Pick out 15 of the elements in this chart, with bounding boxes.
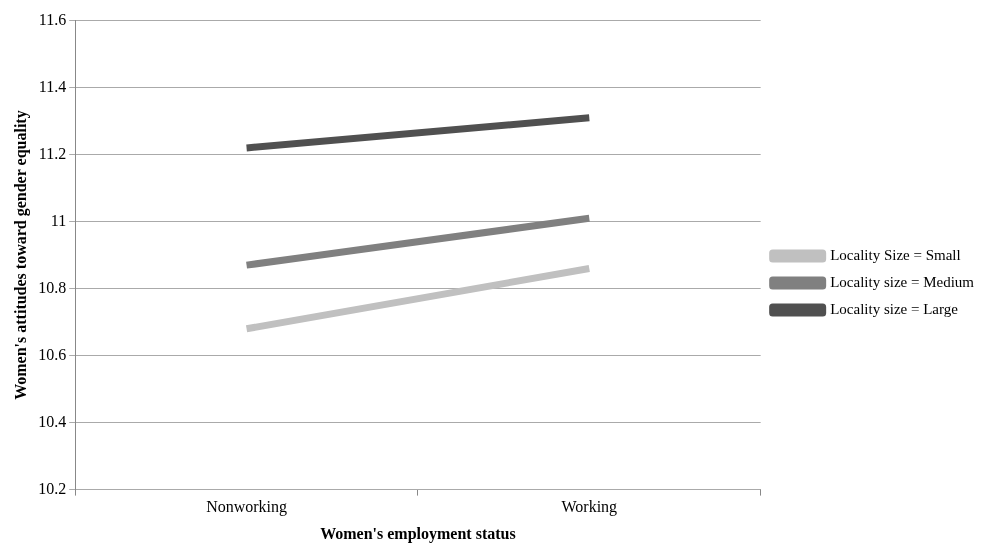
x-tick-label: Working bbox=[561, 498, 618, 517]
x-axis-title: Women's employment status bbox=[320, 524, 516, 543]
y-tick-label: 10.8 bbox=[38, 278, 67, 296]
legend-label: Locality size = Large bbox=[830, 300, 959, 317]
y-axis-title: Women's attitudes toward gender equality bbox=[11, 110, 30, 400]
legend-label: Locality size = Medium bbox=[830, 273, 975, 290]
y-tick-label: 10.6 bbox=[38, 345, 67, 363]
y-tick-label: 11 bbox=[50, 211, 67, 229]
y-tick-label: 10.4 bbox=[38, 412, 67, 430]
x-tick-label: Nonworking bbox=[206, 498, 288, 517]
y-tick-label: 10.2 bbox=[38, 479, 67, 497]
y-tick-label: 11.2 bbox=[38, 144, 67, 162]
y-tick-label: 11.6 bbox=[38, 10, 67, 28]
y-tick-label: 11.4 bbox=[38, 77, 67, 95]
legend-label: Locality Size = Small bbox=[830, 246, 961, 263]
